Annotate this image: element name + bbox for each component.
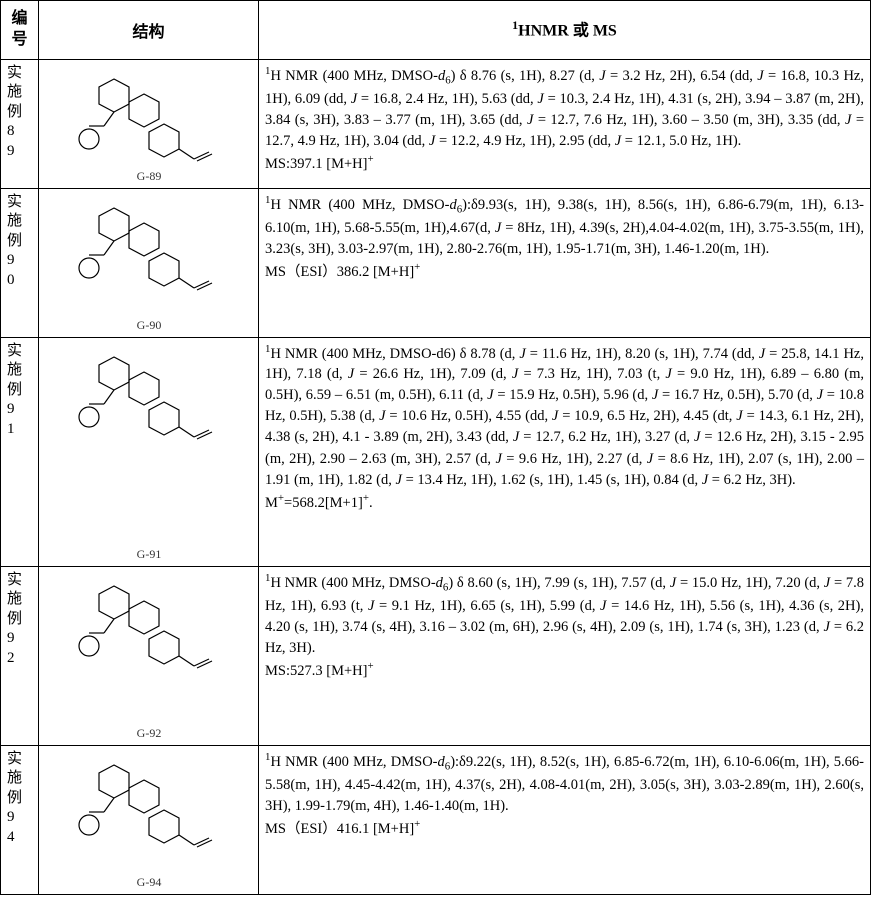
structure-cell: G-94 <box>39 745 259 894</box>
nmr-ms-cell: 1H NMR (400 MHz, DMSO-d6) δ 8.60 (s, 1H)… <box>259 566 871 745</box>
nmr-ms-cell: 1H NMR (400 MHz, DMSO-d6):δ9.93(s, 1H), … <box>259 188 871 337</box>
header-id: 编号 <box>1 1 39 60</box>
table-row: 实施例89 G-89 1H NMR (400 MHz, DMSO-d6) δ 8… <box>1 59 871 188</box>
header-data: 1HNMR 或 MS <box>259 1 871 60</box>
molecule-structure-icon: G-90 <box>54 193 244 333</box>
row-id: 实施例89 <box>1 59 39 188</box>
svg-text:G-91: G-91 <box>136 547 161 561</box>
row-id: 实施例91 <box>1 337 39 566</box>
table-header-row: 编号 结构 1HNMR 或 MS <box>1 1 871 60</box>
ms-text: MS:397.1 [M+H]+ <box>265 152 864 175</box>
ms-text: MS（ESI）386.2 [M+H]+ <box>265 260 864 283</box>
ms-text: MS（ESI）416.1 [M+H]+ <box>265 817 864 840</box>
row-id: 实施例90 <box>1 188 39 337</box>
nmr-text: 1H NMR (400 MHz, DMSO-d6):δ9.22(s, 1H), … <box>265 750 864 818</box>
table-row: 实施例91 G-91 1H NMR (400 MHz, DMSO-d6) δ 8… <box>1 337 871 566</box>
table-row: 实施例94 G-94 1H NMR (400 MHz, DMSO-d6):δ9.… <box>1 745 871 894</box>
molecule-structure-icon: G-89 <box>54 64 244 184</box>
ms-text: M+=568.2[M+1]+. <box>265 491 864 514</box>
structure-cell: G-92 <box>39 566 259 745</box>
molecule-structure-icon: G-94 <box>54 750 244 890</box>
row-id: 实施例92 <box>1 566 39 745</box>
ms-text: MS:527.3 [M+H]+ <box>265 659 864 682</box>
nmr-text: 1H NMR (400 MHz, DMSO-d6) δ 8.76 (s, 1H)… <box>265 64 864 153</box>
molecule-structure-icon: G-91 <box>54 342 244 562</box>
nmr-text: 1H NMR (400 MHz, DMSO-d6) δ 8.60 (s, 1H)… <box>265 571 864 660</box>
molecule-structure-icon: G-92 <box>54 571 244 741</box>
compound-data-table: 编号 结构 1HNMR 或 MS 实施例89 G-89 1H NMR (400 … <box>0 0 871 895</box>
row-id: 实施例94 <box>1 745 39 894</box>
nmr-ms-cell: 1H NMR (400 MHz, DMSO-d6):δ9.22(s, 1H), … <box>259 745 871 894</box>
structure-cell: G-91 <box>39 337 259 566</box>
nmr-ms-cell: 1H NMR (400 MHz, DMSO-d6) δ 8.78 (d, J =… <box>259 337 871 566</box>
nmr-text: 1H NMR (400 MHz, DMSO-d6) δ 8.78 (d, J =… <box>265 342 864 491</box>
header-structure: 结构 <box>39 1 259 60</box>
svg-text:G-94: G-94 <box>136 875 161 889</box>
svg-text:G-92: G-92 <box>136 726 161 740</box>
nmr-ms-cell: 1H NMR (400 MHz, DMSO-d6) δ 8.76 (s, 1H)… <box>259 59 871 188</box>
table-row: 实施例90 G-90 1H NMR (400 MHz, DMSO-d6):δ9.… <box>1 188 871 337</box>
table-row: 实施例92 G-92 1H NMR (400 MHz, DMSO-d6) δ 8… <box>1 566 871 745</box>
structure-cell: G-89 <box>39 59 259 188</box>
structure-cell: G-90 <box>39 188 259 337</box>
svg-text:G-90: G-90 <box>136 318 161 332</box>
nmr-text: 1H NMR (400 MHz, DMSO-d6):δ9.93(s, 1H), … <box>265 193 864 261</box>
svg-text:G-89: G-89 <box>136 169 161 183</box>
